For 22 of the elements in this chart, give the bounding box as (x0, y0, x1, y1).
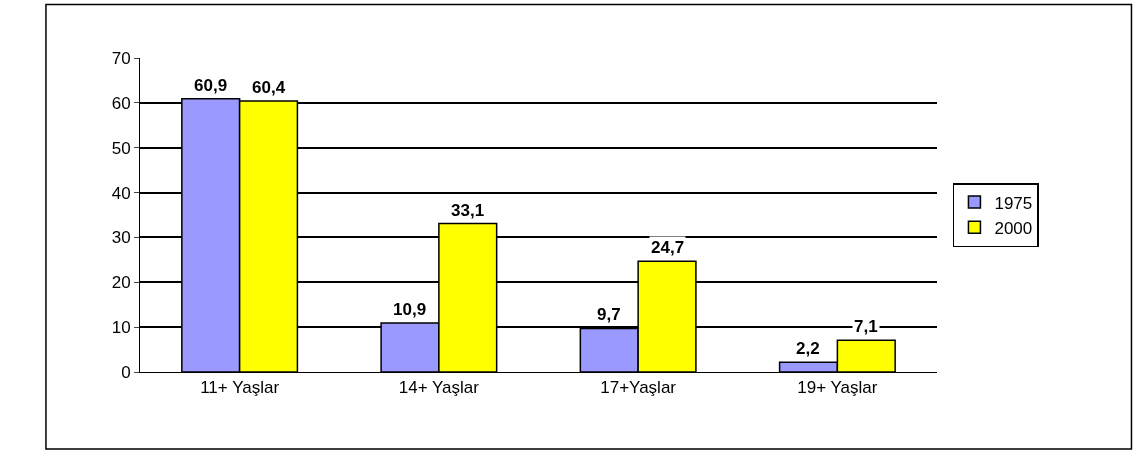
y-tick-label: 30 (111, 228, 131, 248)
x-tick-label: 14+ Yaşlar (398, 378, 480, 398)
data-label: 10,9 (393, 300, 427, 319)
data-label: 60,4 (252, 78, 286, 97)
data-label: 9,7 (597, 305, 621, 324)
y-tick-label: 10 (111, 318, 131, 338)
data-label: 33,1 (451, 201, 485, 220)
y-tick-label: 70 (111, 48, 131, 68)
legend-label: 1975 (994, 193, 1033, 213)
data-label: 7,1 (854, 317, 878, 336)
legend-label: 2000 (994, 218, 1033, 238)
y-tick-label: 20 (111, 273, 131, 293)
x-tick-label: 17+Yaşlar (600, 378, 677, 398)
data-label: 60,9 (194, 76, 228, 95)
x-tick-label: 19+ Yaşlar (797, 378, 878, 398)
y-tick-label: 0 (121, 362, 131, 382)
y-tick-label: 60 (111, 93, 131, 113)
x-tick-label: 11+ Yaşlar (200, 378, 280, 398)
y-tick-label: 40 (111, 183, 131, 203)
y-tick-label: 50 (111, 138, 131, 158)
data-label: 2,2 (796, 339, 820, 358)
data-label: 24,7 (651, 238, 685, 257)
